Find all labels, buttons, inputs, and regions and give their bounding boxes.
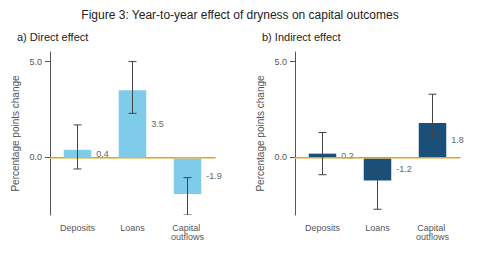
- svg-text:5.0: 5.0: [29, 57, 42, 67]
- svg-text:0.2: 0.2: [341, 151, 354, 161]
- svg-text:0.0: 0.0: [29, 152, 42, 162]
- svg-text:Loans: Loans: [365, 223, 390, 233]
- svg-text:-1.2: -1.2: [396, 164, 412, 174]
- svg-text:-1.9: -1.9: [206, 171, 222, 181]
- svg-text:1.8: 1.8: [451, 135, 464, 145]
- svg-text:3.5: 3.5: [151, 119, 164, 129]
- svg-text:a) Direct effect: a) Direct effect: [17, 31, 88, 43]
- svg-text:Deposits: Deposits: [305, 223, 341, 233]
- svg-text:5.0: 5.0: [274, 57, 287, 67]
- svg-text:Deposits: Deposits: [60, 223, 96, 233]
- svg-text:Figure 3: Year-to-year effect: Figure 3: Year-to-year effect of dryness…: [81, 8, 398, 22]
- svg-text:0.4: 0.4: [96, 149, 109, 159]
- svg-text:Capital: Capital: [172, 222, 203, 233]
- svg-text:outflows: outflows: [416, 232, 450, 242]
- svg-text:0.0: 0.0: [274, 152, 287, 162]
- svg-text:Loans: Loans: [120, 223, 145, 233]
- svg-text:b) Indirect effect: b) Indirect effect: [262, 31, 341, 43]
- svg-text:Percentage points change: Percentage points change: [10, 75, 21, 192]
- svg-text:outflows: outflows: [171, 232, 205, 242]
- svg-text:Capital: Capital: [417, 222, 448, 233]
- svg-text:Percentage points change: Percentage points change: [255, 75, 266, 192]
